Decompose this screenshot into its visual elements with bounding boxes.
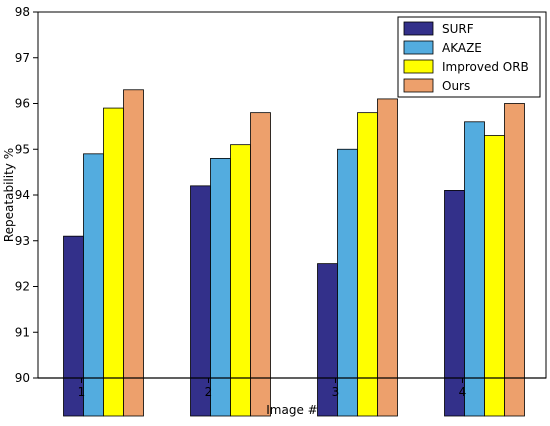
- legend: SURF AKAZE Improved ORB Ours: [397, 16, 541, 98]
- y-tick-label: 95: [15, 142, 30, 156]
- bar-ours-3: [377, 98, 398, 417]
- legend-label: Ours: [442, 79, 470, 93]
- y-axis-title: Repeatability %: [2, 148, 16, 242]
- legend-label: SURF: [442, 22, 474, 36]
- bar-improved-orb-3: [357, 112, 378, 417]
- legend-swatch: [403, 78, 434, 93]
- legend-swatch: [403, 40, 434, 55]
- legend-label: AKAZE: [442, 41, 482, 55]
- bar-improved-orb-2: [230, 144, 251, 417]
- x-tick-label: 2: [205, 385, 213, 399]
- x-tick-label: 4: [459, 385, 467, 399]
- bar-surf-2: [190, 185, 211, 417]
- y-tick-label: 90: [15, 371, 30, 385]
- y-axis: 90 91 92 93 94 95 96 97 98: [15, 5, 38, 385]
- y-tick-label: 91: [15, 325, 30, 339]
- bar-akaze-3: [337, 148, 358, 417]
- legend-label: Improved ORB: [442, 60, 529, 74]
- x-tick-label: 3: [332, 385, 340, 399]
- bar-ours-4: [504, 103, 525, 417]
- y-tick-label: 97: [15, 51, 30, 65]
- y-tick-label: 92: [15, 280, 30, 294]
- bar-ours-1: [123, 89, 144, 417]
- bar-akaze-4: [464, 121, 485, 417]
- y-tick-label: 98: [15, 5, 30, 19]
- legend-swatch: [403, 21, 434, 36]
- bar-akaze-1: [83, 153, 104, 417]
- x-axis-title: Image #: [266, 403, 317, 417]
- y-tick-label: 93: [15, 234, 30, 248]
- bar-improved-orb-1: [103, 107, 124, 417]
- bar-akaze-2: [210, 157, 231, 417]
- x-axis: 1 2 3 4: [38, 377, 546, 399]
- legend-swatch: [403, 59, 434, 74]
- y-tick-label: 96: [15, 97, 30, 111]
- bar-ours-2: [250, 112, 271, 417]
- bar-improved-orb-4: [484, 135, 505, 417]
- bar-surf-4: [444, 190, 465, 417]
- bars: [63, 89, 525, 417]
- x-tick-label: 1: [78, 385, 86, 399]
- y-tick-label: 94: [15, 188, 30, 202]
